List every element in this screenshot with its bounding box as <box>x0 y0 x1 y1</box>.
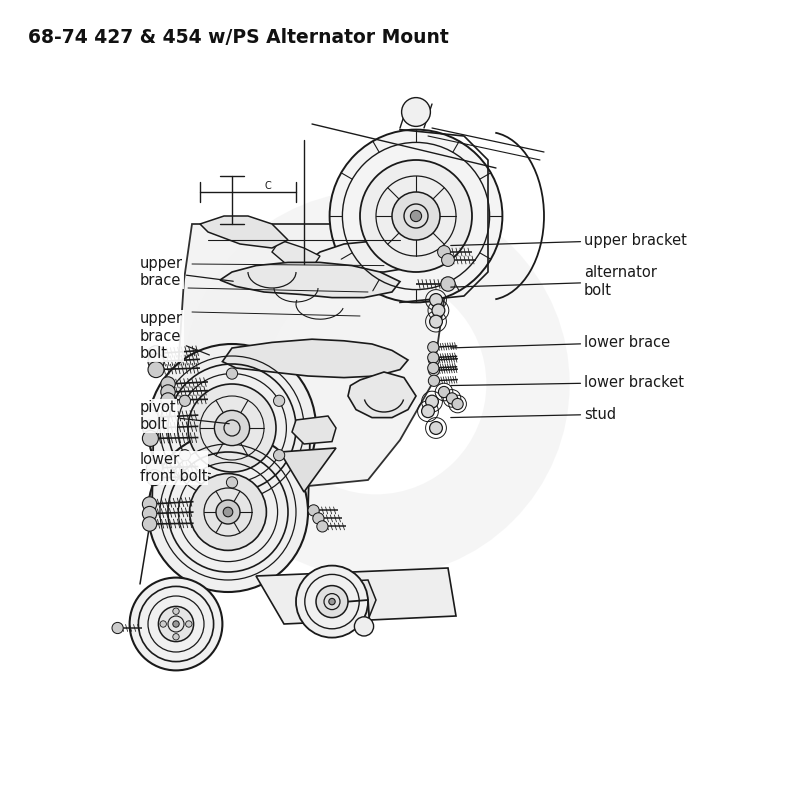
Text: alternator
bolt: alternator bolt <box>450 266 657 298</box>
Circle shape <box>146 470 162 486</box>
Circle shape <box>316 586 348 618</box>
Circle shape <box>130 578 222 670</box>
Circle shape <box>432 304 445 317</box>
Circle shape <box>329 598 335 605</box>
Circle shape <box>274 395 285 406</box>
Text: lower brace: lower brace <box>450 335 670 350</box>
Circle shape <box>173 621 179 627</box>
Circle shape <box>354 617 374 636</box>
Circle shape <box>186 621 192 627</box>
Text: stud: stud <box>450 407 616 422</box>
Circle shape <box>313 513 324 524</box>
Circle shape <box>179 395 190 406</box>
Circle shape <box>430 294 442 306</box>
Circle shape <box>442 254 454 266</box>
Circle shape <box>274 450 285 461</box>
Circle shape <box>142 506 157 521</box>
Circle shape <box>430 315 442 328</box>
Circle shape <box>146 460 162 476</box>
Circle shape <box>173 608 179 614</box>
Circle shape <box>148 362 164 378</box>
Circle shape <box>142 420 158 436</box>
Polygon shape <box>256 568 456 624</box>
Circle shape <box>308 505 319 516</box>
Circle shape <box>188 384 276 472</box>
Circle shape <box>226 368 238 379</box>
Circle shape <box>190 474 266 550</box>
Text: lower bracket: lower bracket <box>450 375 684 390</box>
Circle shape <box>330 130 502 302</box>
Polygon shape <box>280 448 336 492</box>
Text: upper bracket: upper bracket <box>450 233 687 247</box>
Circle shape <box>214 410 250 446</box>
Circle shape <box>438 246 450 258</box>
Circle shape <box>426 395 438 408</box>
Circle shape <box>158 606 194 642</box>
Circle shape <box>428 375 439 386</box>
Circle shape <box>410 210 422 222</box>
Circle shape <box>428 362 439 374</box>
Circle shape <box>296 566 368 638</box>
Polygon shape <box>272 240 320 268</box>
Circle shape <box>161 393 175 407</box>
Circle shape <box>216 500 240 524</box>
Circle shape <box>142 430 158 446</box>
Circle shape <box>161 377 175 391</box>
Circle shape <box>148 432 308 592</box>
Circle shape <box>160 621 166 627</box>
Circle shape <box>148 346 164 362</box>
Circle shape <box>112 622 123 634</box>
Circle shape <box>142 410 158 426</box>
Text: C: C <box>265 182 271 191</box>
Circle shape <box>441 277 455 291</box>
Circle shape <box>428 352 439 363</box>
Circle shape <box>161 385 175 399</box>
Circle shape <box>173 634 179 640</box>
Circle shape <box>223 507 233 517</box>
Text: 68-74 427 & 454 w/PS Alternator Mount: 68-74 427 & 454 w/PS Alternator Mount <box>28 28 449 47</box>
Circle shape <box>148 344 316 512</box>
Circle shape <box>392 192 440 240</box>
Polygon shape <box>200 216 288 248</box>
Circle shape <box>142 497 157 511</box>
Circle shape <box>446 393 458 404</box>
Polygon shape <box>220 262 400 298</box>
Circle shape <box>317 521 328 532</box>
Circle shape <box>430 422 442 434</box>
Polygon shape <box>348 372 416 418</box>
Circle shape <box>226 477 238 488</box>
Circle shape <box>148 354 164 370</box>
Text: upper
brace
bolt: upper brace bolt <box>140 311 210 361</box>
Circle shape <box>422 405 434 418</box>
Circle shape <box>438 386 450 398</box>
Polygon shape <box>292 416 336 444</box>
Polygon shape <box>296 240 424 276</box>
Circle shape <box>428 342 439 353</box>
Circle shape <box>142 517 157 531</box>
Polygon shape <box>300 580 376 626</box>
Circle shape <box>402 98 430 126</box>
Polygon shape <box>176 224 448 488</box>
Text: lower
front bolt: lower front bolt <box>140 452 210 484</box>
Circle shape <box>428 365 439 376</box>
Circle shape <box>452 398 463 410</box>
Circle shape <box>360 160 472 272</box>
Polygon shape <box>222 339 408 378</box>
Circle shape <box>179 450 190 461</box>
Circle shape <box>428 354 439 366</box>
Text: upper
brace: upper brace <box>140 256 234 288</box>
Text: pivot
bolt: pivot bolt <box>140 400 230 432</box>
